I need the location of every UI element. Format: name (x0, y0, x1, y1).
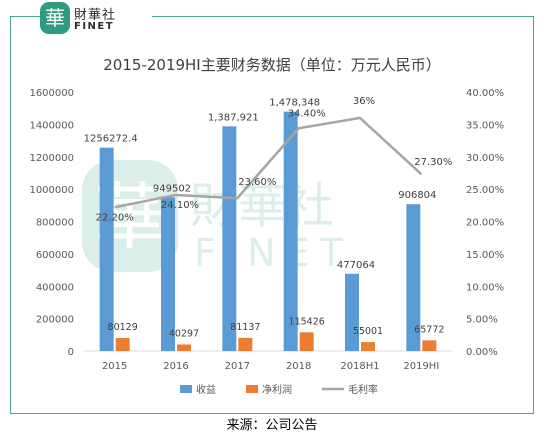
net-profit-bar (422, 340, 437, 351)
revenue-bar (99, 147, 114, 351)
finet-logo-en: FINET (74, 21, 115, 32)
y-right-tick-label: 5.00% (466, 315, 498, 326)
revenue-bar (406, 204, 421, 351)
finet-logo-mark: 華 (40, 2, 70, 34)
plot-area: 0 200000 400000 600000 800000 1000000 1200000 1… (29, 88, 504, 396)
finet-logo: 華 財華社 FINET (40, 2, 152, 38)
x-tick-label: 2016 (163, 361, 188, 372)
legend-label: 收益 (196, 383, 216, 396)
x-tick-label: 2017 (225, 361, 250, 372)
revenue-bar (161, 197, 175, 351)
y-right-tick-label: 30.00% (466, 153, 504, 164)
gross-margin-data-label: 34.40% (288, 108, 326, 119)
net-profit-data-label: 115426 (289, 316, 325, 327)
y-right-tick-label: 25.00% (466, 185, 504, 196)
watermark-cn: 財華社 (190, 178, 334, 234)
x-tick-label: 2018 (286, 361, 311, 372)
net-profit-data-label: 40297 (169, 328, 199, 339)
chart-title: 2015-2019HI主要财务数据（单位：万元人民币） (103, 56, 440, 74)
x-tick-label: 2018H1 (340, 361, 379, 372)
net-profit-bar (299, 332, 314, 351)
gross-margin-data-label: 23.60% (238, 177, 276, 188)
y-right-tick-label: 0.00% (466, 347, 498, 358)
y-left-tick-label: 1400000 (29, 120, 74, 131)
y-left-tick-label: 200000 (36, 315, 74, 326)
net-profit-data-label: 81137 (230, 322, 260, 333)
legend-label: 毛利率 (348, 383, 378, 396)
y-left-tick-label: 0 (68, 347, 74, 358)
revenue-data-label: 1,387,921 (208, 112, 259, 123)
gross-margin-data-label: 22.20% (96, 212, 134, 223)
gross-margin-data-label: 27.30% (414, 157, 452, 168)
gross-margin-data-label: 24.10% (161, 200, 199, 211)
net-profit-data-label: 65772 (414, 324, 444, 335)
y-right-tick-label: 40.00% (466, 88, 504, 99)
y-left-tick-label: 1600000 (29, 88, 74, 99)
watermark-en: FINET (194, 231, 353, 275)
legend-swatch (180, 385, 192, 393)
y-left-tick-label: 400000 (36, 282, 74, 293)
y-left-tick-label: 600000 (36, 250, 74, 261)
net-profit-bar (115, 338, 130, 351)
net-profit-data-label: 80129 (108, 322, 138, 333)
net-profit-data-label: 55001 (353, 326, 383, 337)
finet-logo-cn: 財華社 (74, 8, 117, 23)
y-right-tick-label: 15.00% (466, 250, 504, 261)
net-profit-bar (238, 337, 253, 351)
revenue-bar (222, 126, 237, 351)
net-profit-bar (177, 344, 191, 351)
chart-frame (10, 16, 534, 414)
y-right-tick-label: 20.00% (466, 218, 504, 229)
revenue-data-label: 1256272.4 (84, 134, 138, 145)
revenue-data-label: 949502 (153, 183, 191, 194)
gross-margin-data-label: 36% (353, 96, 375, 107)
legend-swatch (246, 385, 258, 393)
y-right-tick-label: 10.00% (466, 282, 504, 293)
revenue-bar (283, 111, 298, 352)
revenue-data-label: 1,478,348 (269, 98, 320, 109)
gross-margin-line (114, 116, 423, 209)
x-tick-label: 2019HI (403, 361, 439, 372)
revenue-bar (345, 273, 359, 351)
net-profit-bar (361, 342, 375, 351)
revenue-data-label: 906804 (398, 190, 436, 201)
x-tick-label: 2015 (102, 361, 127, 372)
revenue-data-label: 477064 (337, 260, 375, 271)
y-left-tick-label: 1200000 (29, 153, 74, 164)
source-note: 来源：公司公告 (226, 418, 318, 433)
y-left-tick-label: 800000 (36, 218, 74, 229)
y-right-tick-label: 35.00% (466, 120, 504, 131)
y-left-tick-label: 1000000 (29, 185, 74, 196)
legend-label: 净利润 (262, 383, 292, 396)
